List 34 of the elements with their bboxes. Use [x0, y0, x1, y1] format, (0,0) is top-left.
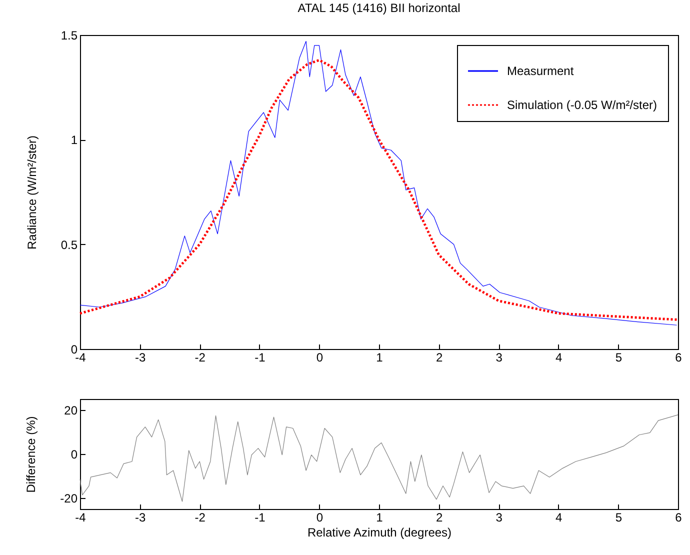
x-tick-label: -2 [194, 350, 206, 364]
x-tick-label: -3 [134, 510, 146, 524]
chart-title: ATAL 145 (1416) BII horizontal [298, 1, 460, 15]
x-tick-label: 1 [376, 350, 384, 364]
y-tick-label: 0.5 [60, 238, 78, 252]
x-tick-label: -4 [75, 510, 86, 524]
x-tick-label: 1 [376, 510, 384, 524]
x-tick-label: 2 [436, 350, 443, 364]
y-tick-label: 1.5 [60, 28, 78, 42]
x-axis-title: Relative Azimuth (degrees) [307, 526, 452, 540]
x-tick-label: 6 [675, 350, 682, 364]
x-tick-label: 4 [556, 510, 563, 524]
x-tick-label: 6 [675, 510, 682, 524]
x-tick-label: 0 [316, 510, 324, 524]
x-tick-label: 5 [615, 350, 622, 364]
x-tick-label: 5 [615, 510, 622, 524]
x-tick-label: 2 [436, 510, 443, 524]
y-tick-label: 0 [70, 448, 78, 462]
y-axis-title: Difference (%) [24, 416, 38, 493]
y-axis-title: Radiance (W/m²/ster) [24, 135, 39, 250]
x-tick-label: 3 [496, 350, 503, 364]
x-tick-label: -1 [254, 510, 266, 524]
legend-label: Simulation (-0.05 W/m²/ster) [507, 98, 658, 112]
x-tick-label: -3 [134, 350, 146, 364]
x-tick-label: 3 [496, 510, 503, 524]
x-tick-label: 0 [316, 350, 324, 364]
x-tick-label: 4 [556, 350, 563, 364]
legend-label: Measurment [507, 64, 574, 78]
line-series [80, 414, 678, 502]
y-tick-label: 20 [64, 404, 78, 418]
x-tick-label: -1 [254, 350, 266, 364]
y-tick-label: 1 [70, 133, 78, 148]
x-tick-label: -2 [194, 510, 206, 524]
y-tick-label: -20 [60, 492, 78, 506]
